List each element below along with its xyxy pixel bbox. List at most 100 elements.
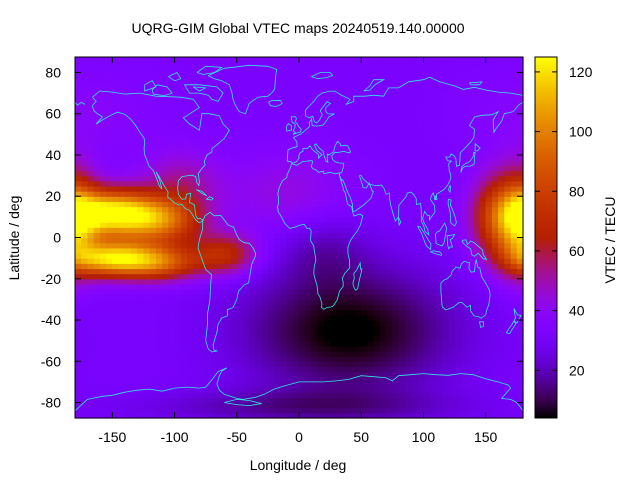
heatmap-cell (367, 98, 375, 105)
heatmap-cell (398, 392, 406, 398)
heatmap-cell (118, 87, 126, 94)
heatmap-cell (149, 397, 157, 404)
heatmap-cell (473, 392, 481, 398)
heatmap-cell (187, 366, 194, 373)
heatmap-cell (435, 124, 443, 130)
heatmap-cell (249, 170, 257, 177)
heatmap-cell (211, 222, 219, 228)
heatmap-cell (267, 402, 275, 409)
heatmap-cell (299, 371, 306, 378)
heatmap-cell (348, 366, 356, 373)
heatmap-cell (448, 402, 456, 409)
heatmap-cell (404, 129, 412, 135)
heatmap-cell (236, 371, 244, 378)
heatmap-cell (174, 273, 182, 280)
heatmap-cell (516, 144, 524, 151)
heatmap-cell (367, 232, 375, 239)
heatmap-cell (274, 299, 281, 306)
heatmap-cell (379, 129, 387, 135)
heatmap-cell (423, 206, 431, 213)
heatmap-cell (311, 283, 319, 290)
heatmap-cell (230, 371, 238, 378)
heatmap-cell (479, 258, 487, 264)
heatmap-cell (149, 165, 157, 172)
heatmap-cell (93, 252, 101, 259)
heatmap-cell (305, 309, 313, 316)
heatmap-cell (317, 77, 325, 84)
heatmap-cell (137, 165, 145, 172)
heatmap-cell (498, 134, 505, 141)
heatmap-cell (379, 376, 387, 383)
heatmap-cell (218, 216, 225, 223)
heatmap-cell (199, 402, 207, 409)
heatmap-cell (180, 165, 188, 172)
heatmap-cell (417, 294, 425, 300)
heatmap-cell (473, 320, 481, 326)
heatmap-cell (137, 134, 145, 141)
heatmap-cell (193, 392, 201, 398)
heatmap-cell (236, 144, 244, 151)
heatmap-cell (81, 165, 89, 172)
heatmap-cell (180, 232, 188, 239)
heatmap-cell (355, 325, 362, 331)
heatmap-cell (504, 387, 512, 393)
heatmap-cell (448, 62, 456, 68)
heatmap-cell (498, 289, 505, 295)
heatmap-cell (398, 139, 406, 146)
heatmap-cell (243, 237, 250, 244)
heatmap-cell (448, 134, 456, 141)
heatmap-cell (411, 134, 418, 141)
heatmap-cell (305, 273, 313, 280)
heatmap-cell (131, 67, 138, 74)
heatmap-cell (467, 356, 474, 362)
heatmap-cell (367, 335, 375, 342)
heatmap-cell (224, 361, 232, 368)
heatmap-cell (118, 258, 126, 264)
heatmap-cell (330, 294, 337, 300)
heatmap-cell (211, 93, 219, 99)
heatmap-cell (435, 232, 443, 239)
heatmap-cell (75, 144, 82, 151)
heatmap-cell (516, 134, 524, 141)
heatmap-cell (286, 320, 294, 326)
heatmap-cell (479, 283, 487, 290)
heatmap-cell (274, 82, 281, 89)
heatmap-cell (193, 376, 201, 383)
heatmap-cell (367, 175, 375, 182)
heatmap-cell (491, 185, 499, 192)
heatmap-cell (280, 232, 288, 239)
heatmap-cell (454, 268, 462, 275)
heatmap-cell (211, 139, 219, 146)
heatmap-cell (423, 242, 431, 249)
heatmap-cell (299, 304, 306, 311)
heatmap-cell (255, 82, 263, 89)
heatmap-cell (180, 407, 188, 414)
heatmap-cell (106, 407, 113, 414)
heatmap-cell (498, 149, 505, 156)
heatmap-cell (143, 149, 151, 156)
heatmap-cell (187, 103, 194, 110)
heatmap-cell (342, 402, 350, 409)
heatmap-cell (448, 98, 456, 105)
heatmap-cell (280, 93, 288, 99)
heatmap-cell (99, 139, 107, 146)
heatmap-cell (118, 129, 126, 135)
heatmap-cell (292, 283, 300, 290)
heatmap-cell (87, 170, 95, 177)
heatmap-cell (454, 345, 462, 352)
heatmap-cell (249, 366, 257, 373)
heatmap-cell (99, 77, 107, 84)
heatmap-cell (180, 129, 188, 135)
heatmap-cell (168, 366, 176, 373)
heatmap-cell (423, 320, 431, 326)
heatmap-cell (137, 304, 145, 311)
heatmap-cell (218, 263, 225, 270)
heatmap-cell (379, 402, 387, 409)
heatmap-cell (137, 356, 145, 362)
heatmap-cell (193, 340, 201, 347)
heatmap-cell (155, 361, 163, 368)
heatmap-cell (361, 82, 369, 89)
heatmap-cell (516, 124, 524, 130)
heatmap-cell (448, 263, 456, 270)
heatmap-cell (367, 273, 375, 280)
